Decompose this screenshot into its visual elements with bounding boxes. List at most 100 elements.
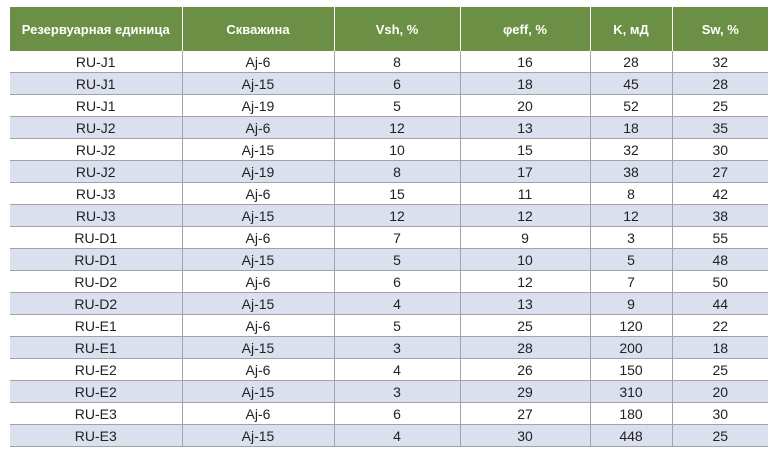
- cell-reservoir-unit: RU-E3: [10, 424, 183, 447]
- cell-water-saturation: 30: [672, 402, 768, 425]
- cell-reservoir-unit: RU-E1: [10, 314, 183, 337]
- header-well: Скважина: [182, 7, 335, 51]
- cell-porosity: 12: [460, 204, 591, 227]
- cell-water-saturation: 28: [672, 72, 768, 95]
- table-row: RU-J2 Aj-19 8 17 38 27: [10, 160, 768, 183]
- cell-permeability: 7: [590, 270, 673, 293]
- cell-well: Aj-15: [182, 138, 335, 161]
- cell-porosity: 9: [460, 226, 591, 249]
- cell-porosity: 16: [460, 51, 591, 73]
- cell-well: Aj-15: [182, 380, 335, 403]
- cell-reservoir-unit: RU-J3: [10, 182, 183, 205]
- cell-porosity: 30: [460, 424, 591, 447]
- cell-reservoir-unit: RU-J1: [10, 94, 183, 117]
- cell-well: Aj-6: [182, 116, 335, 139]
- cell-vsh: 3: [334, 336, 461, 359]
- cell-water-saturation: 32: [672, 51, 768, 73]
- cell-water-saturation: 25: [672, 424, 768, 447]
- cell-permeability: 180: [590, 402, 673, 425]
- table-row: RU-J1 Aj-15 6 18 45 28: [10, 72, 768, 95]
- cell-vsh: 15: [334, 182, 461, 205]
- cell-permeability: 12: [590, 204, 673, 227]
- table-row: RU-E2 Aj-15 3 29 310 20: [10, 380, 768, 403]
- cell-reservoir-unit: RU-D2: [10, 292, 183, 315]
- cell-porosity: 17: [460, 160, 591, 183]
- cell-permeability: 3: [590, 226, 673, 249]
- cell-well: Aj-6: [182, 51, 335, 73]
- cell-porosity: 13: [460, 292, 591, 315]
- cell-permeability: 200: [590, 336, 673, 359]
- cell-vsh: 3: [334, 380, 461, 403]
- header-vsh: Vsh, %: [334, 7, 461, 51]
- cell-vsh: 12: [334, 116, 461, 139]
- cell-water-saturation: 35: [672, 116, 768, 139]
- table-row: RU-D1 Aj-15 5 10 5 48: [10, 248, 768, 271]
- cell-vsh: 6: [334, 72, 461, 95]
- cell-permeability: 448: [590, 424, 673, 447]
- table-row: RU-E3 Aj-15 4 30 448 25: [10, 424, 768, 447]
- cell-vsh: 4: [334, 292, 461, 315]
- cell-permeability: 52: [590, 94, 673, 117]
- cell-porosity: 27: [460, 402, 591, 425]
- cell-vsh: 7: [334, 226, 461, 249]
- cell-porosity: 18: [460, 72, 591, 95]
- cell-well: Aj-15: [182, 424, 335, 447]
- cell-permeability: 18: [590, 116, 673, 139]
- cell-well: Aj-15: [182, 336, 335, 359]
- cell-vsh: 8: [334, 160, 461, 183]
- cell-permeability: 5: [590, 248, 673, 271]
- cell-porosity: 25: [460, 314, 591, 337]
- header-row: Резервуарная единица Скважина Vsh, % φef…: [10, 7, 768, 51]
- cell-well: Aj-6: [182, 402, 335, 425]
- cell-permeability: 8: [590, 182, 673, 205]
- cell-water-saturation: 30: [672, 138, 768, 161]
- cell-reservoir-unit: RU-E2: [10, 380, 183, 403]
- cell-reservoir-unit: RU-J1: [10, 51, 183, 73]
- table-row: RU-J1 Aj-6 8 16 28 32: [10, 51, 768, 73]
- cell-water-saturation: 25: [672, 358, 768, 381]
- cell-well: Aj-6: [182, 358, 335, 381]
- header-reservoir-unit: Резервуарная единица: [10, 7, 183, 51]
- cell-well: Aj-6: [182, 314, 335, 337]
- cell-water-saturation: 50: [672, 270, 768, 293]
- cell-reservoir-unit: RU-J3: [10, 204, 183, 227]
- cell-well: Aj-6: [182, 226, 335, 249]
- header-water-saturation: Sw, %: [672, 7, 768, 51]
- cell-permeability: 32: [590, 138, 673, 161]
- cell-permeability: 45: [590, 72, 673, 95]
- cell-water-saturation: 38: [672, 204, 768, 227]
- cell-porosity: 15: [460, 138, 591, 161]
- cell-well: Aj-15: [182, 204, 335, 227]
- cell-well: Aj-19: [182, 160, 335, 183]
- cell-vsh: 6: [334, 402, 461, 425]
- cell-porosity: 28: [460, 336, 591, 359]
- cell-permeability: 150: [590, 358, 673, 381]
- cell-reservoir-unit: RU-E2: [10, 358, 183, 381]
- cell-porosity: 11: [460, 182, 591, 205]
- cell-permeability: 310: [590, 380, 673, 403]
- cell-reservoir-unit: RU-D2: [10, 270, 183, 293]
- table-row: RU-J3 Aj-15 12 12 12 38: [10, 204, 768, 227]
- cell-reservoir-unit: RU-D1: [10, 226, 183, 249]
- table-row: RU-E1 Aj-6 5 25 120 22: [10, 314, 768, 337]
- cell-reservoir-unit: RU-D1: [10, 248, 183, 271]
- cell-reservoir-unit: RU-E1: [10, 336, 183, 359]
- cell-reservoir-unit: RU-J2: [10, 160, 183, 183]
- cell-vsh: 4: [334, 358, 461, 381]
- table-row: RU-J2 Aj-15 10 15 32 30: [10, 138, 768, 161]
- cell-permeability: 120: [590, 314, 673, 337]
- header-porosity: φeff, %: [460, 7, 591, 51]
- cell-porosity: 13: [460, 116, 591, 139]
- header-permeability: K, мД: [590, 7, 673, 51]
- cell-vsh: 5: [334, 314, 461, 337]
- table-row: RU-E3 Aj-6 6 27 180 30: [10, 402, 768, 425]
- cell-porosity: 10: [460, 248, 591, 271]
- cell-permeability: 9: [590, 292, 673, 315]
- cell-well: Aj-6: [182, 270, 335, 293]
- table-row: RU-J2 Aj-6 12 13 18 35: [10, 116, 768, 139]
- table-row: RU-E1 Aj-15 3 28 200 18: [10, 336, 768, 359]
- cell-water-saturation: 22: [672, 314, 768, 337]
- cell-reservoir-unit: RU-E3: [10, 402, 183, 425]
- cell-water-saturation: 48: [672, 248, 768, 271]
- cell-water-saturation: 25: [672, 94, 768, 117]
